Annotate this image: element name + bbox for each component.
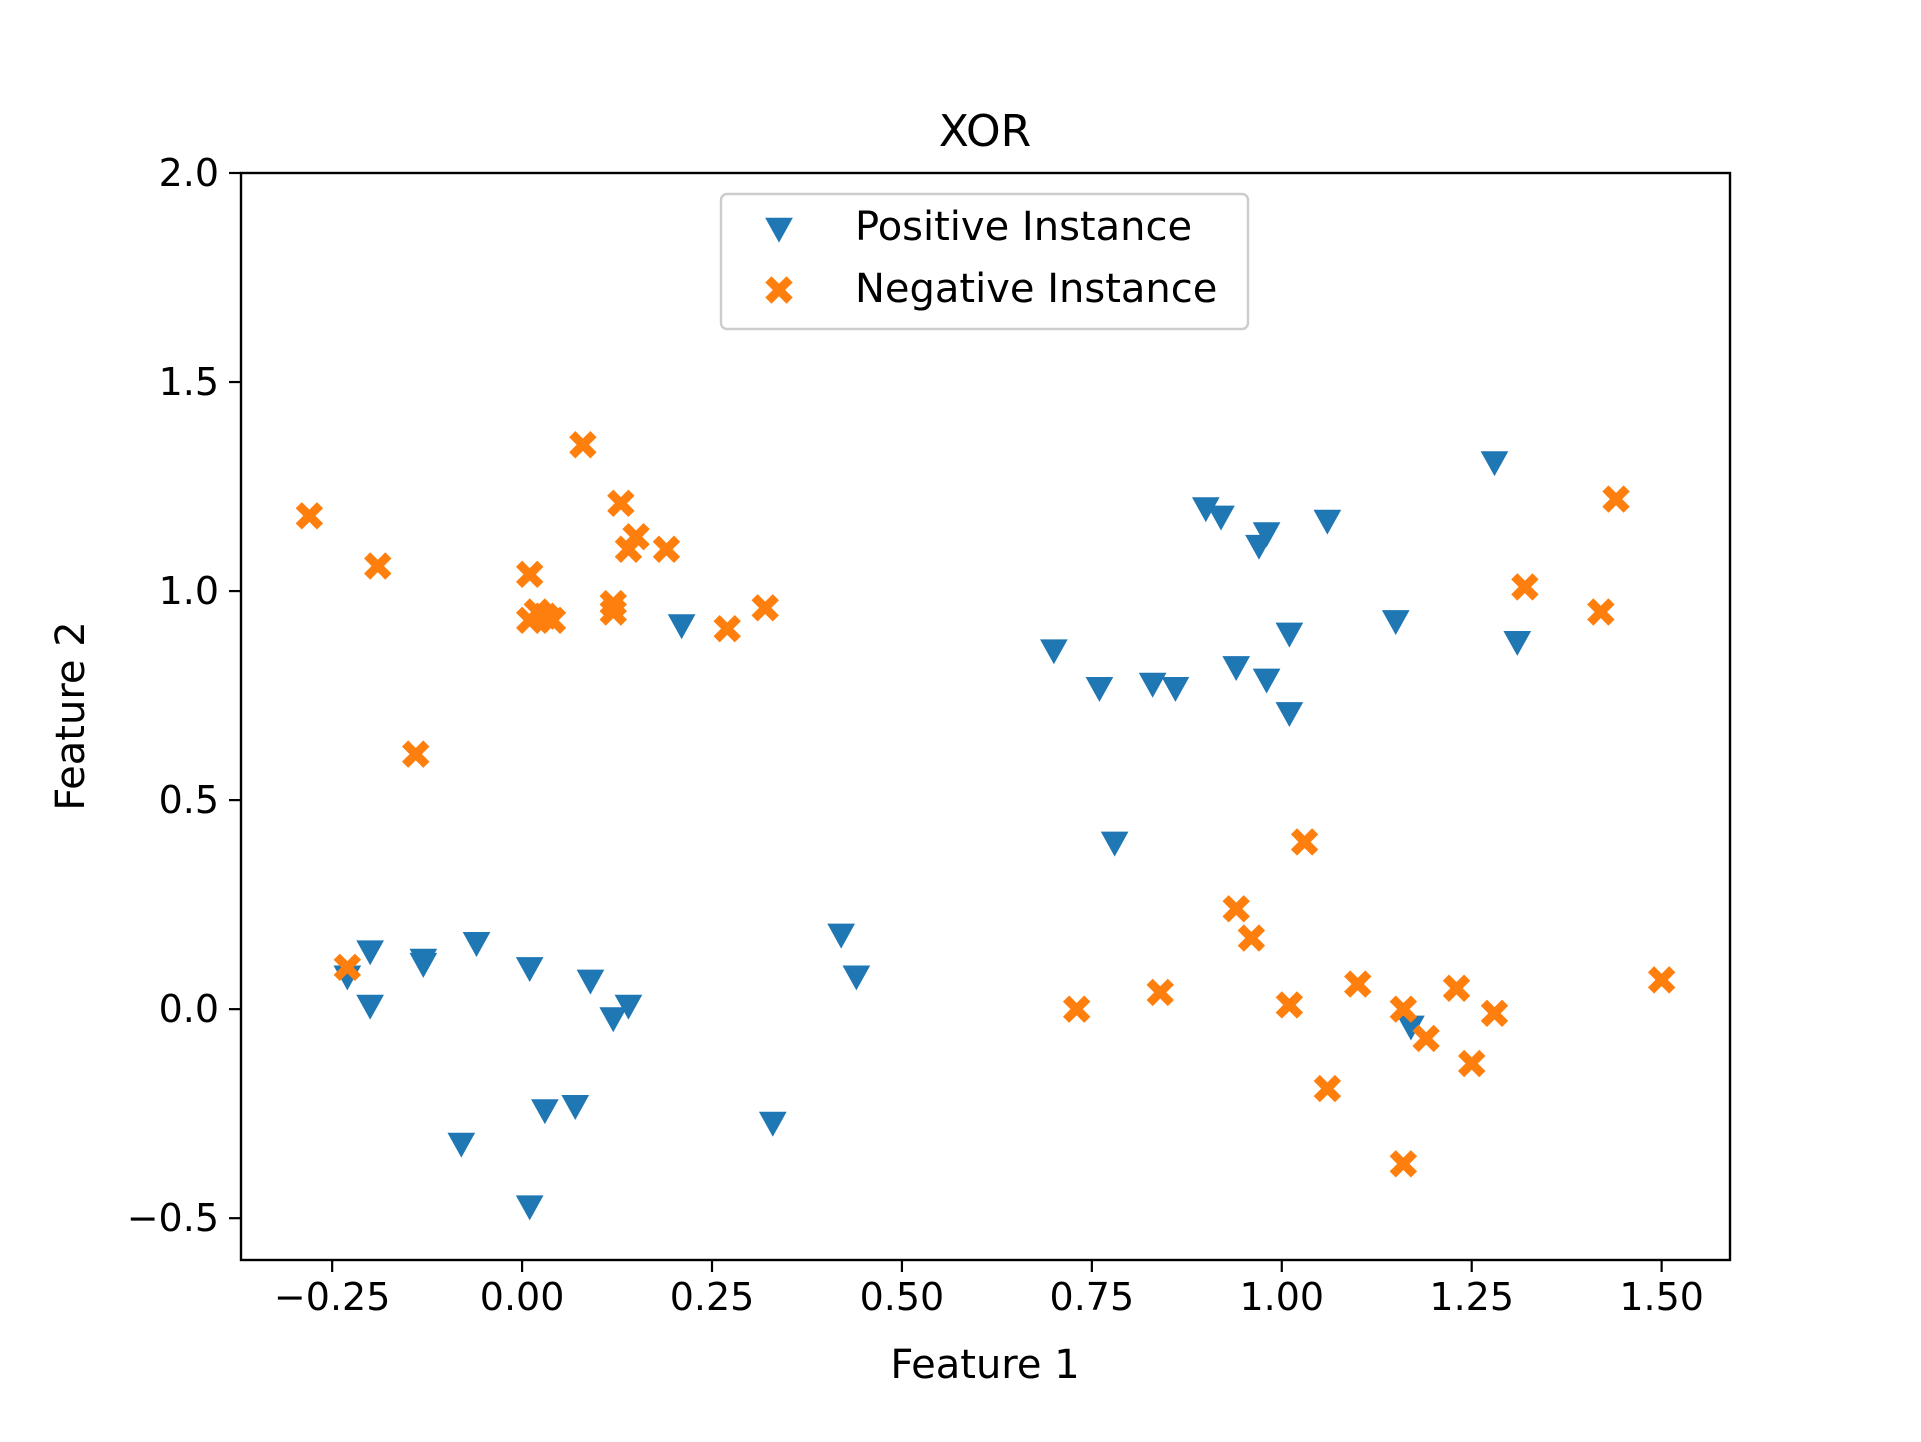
positive-instance-point (1275, 702, 1304, 727)
x-tick-label: 0.00 (480, 1275, 565, 1319)
positive-instance-point (1503, 630, 1532, 656)
negative-instance-point (1389, 995, 1418, 1023)
y-tick-label: 1.5 (159, 360, 219, 404)
negative-instance-point (614, 535, 643, 563)
positive-instance-point (1313, 509, 1342, 535)
positive-instance-point (1040, 639, 1068, 665)
legend-x-marker (765, 276, 793, 304)
plot-frame (239, 171, 1732, 1262)
negative-instance-point (1222, 895, 1250, 923)
negative-instance-point (1480, 999, 1509, 1028)
positive-instance-point (1252, 668, 1281, 694)
positive-instance-point (599, 1007, 628, 1033)
positive-instance-point (561, 1095, 590, 1120)
y-axis-label: Feature 2 (48, 621, 94, 810)
negative-instance-point (1062, 995, 1091, 1023)
y-tick-label: 0.5 (159, 778, 219, 822)
legend-marker-negative-instance (765, 276, 793, 304)
x-axis-label: Feature 1 (890, 1342, 1079, 1388)
x-tick-label: −0.25 (274, 1275, 390, 1319)
negative-instance-point (1344, 970, 1372, 998)
negative-instance-point (713, 614, 741, 643)
negative-instance-point (1457, 1049, 1486, 1078)
negative-instance-point (1237, 924, 1266, 952)
negative-instance-point (515, 560, 544, 589)
positive-instance-point (1222, 656, 1251, 682)
legend-triangle-marker (765, 217, 793, 243)
negative-instance-point (569, 431, 597, 459)
x-tick-label: 1.25 (1429, 1275, 1514, 1319)
legend-label-positive-instance: Positive Instance (855, 204, 1192, 250)
x-tick-label: 0.50 (860, 1275, 945, 1319)
negative-instance-point (1389, 1150, 1418, 1178)
positive-instance-point (1207, 505, 1235, 531)
negative-instance-point (333, 953, 362, 982)
positive-instance-point (614, 994, 643, 1020)
negative-instance-point (652, 535, 681, 563)
negative-instance-point (1313, 1074, 1342, 1103)
positive-instance-point (356, 994, 384, 1020)
negative-instance-point (1412, 1024, 1440, 1053)
negative-instance-point (607, 489, 635, 517)
negative-instance-point (1647, 966, 1676, 994)
negative-instance-point (1602, 485, 1630, 513)
positive-instance-point (531, 1099, 559, 1125)
positive-instance-point (515, 1195, 544, 1221)
legend-marker-positive-instance (765, 217, 793, 243)
negative-instance-point (751, 594, 779, 622)
y-tick-label: 0.0 (159, 987, 219, 1031)
positive-instance-point (1100, 831, 1129, 857)
positive-instance-point (1252, 522, 1281, 548)
positive-instance-point (1138, 672, 1167, 698)
positive-instance-point (515, 957, 544, 983)
negative-instance-point (1275, 991, 1304, 1019)
negative-instance-point (1146, 978, 1174, 1007)
positive-instance-point (1275, 622, 1304, 648)
legend-label-negative-instance: Negative Instance (855, 266, 1217, 312)
axis-ticks: −0.25 0.00 0.25 0.50 0.75 1.00 1.25 1.50 −0.5 0.0… (127, 151, 1704, 1319)
positive-instance-point (447, 1132, 476, 1158)
legend-box (719, 192, 1250, 331)
negative-instance-point (1511, 573, 1539, 601)
x-tick-label: 0.25 (670, 1275, 755, 1319)
negative-instance-point (402, 740, 430, 768)
negative-instance-point (1290, 828, 1319, 856)
y-tick-label: −0.5 (127, 1196, 219, 1240)
negative-instance-point (538, 606, 567, 635)
positive-instance-point (1381, 610, 1410, 636)
negative-instance-point (1442, 974, 1471, 1002)
negative-instance-point (599, 598, 627, 626)
positive-instance-point (1085, 676, 1114, 702)
positive-instance-point (576, 969, 605, 995)
x-tick-label: 1.50 (1619, 1275, 1704, 1319)
negative-instance-point (295, 502, 324, 530)
chart-title: XOR (939, 106, 1032, 157)
plot-area (295, 431, 1676, 1221)
positive-instance-point (842, 965, 871, 991)
negative-instance-point (364, 552, 392, 580)
positive-instance-point (356, 940, 384, 966)
positive-instance-point (758, 1111, 787, 1137)
y-tick-label: 2.0 (159, 151, 219, 195)
x-tick-label: 0.75 (1050, 1275, 1135, 1319)
positive-instance-point (1161, 676, 1190, 702)
positive-instance-point (462, 932, 491, 957)
y-tick-label: 1.0 (159, 569, 219, 613)
negative-instance-point (1587, 598, 1615, 626)
positive-instance-point (827, 923, 856, 949)
positive-instance-point (409, 952, 438, 978)
legend: Positive Instance Negative Instance (719, 192, 1250, 331)
x-tick-label: 1.00 (1239, 1275, 1324, 1319)
positive-instance-point (1480, 451, 1509, 477)
positive-instance-point (667, 614, 696, 640)
